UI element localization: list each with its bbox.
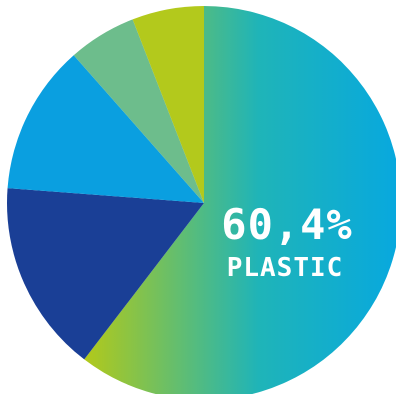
pie-slices (7, 5, 396, 394)
slice-name-label-plastic: PLASTIC (227, 253, 344, 283)
pie-slice-5 (132, 5, 204, 203)
pie-slice-4 (73, 19, 204, 203)
slice-value-label-plastic: 60,4% (221, 200, 352, 249)
pie-slice-3 (7, 55, 205, 204)
pie-slice-1 (84, 6, 396, 394)
pie-slice-2 (7, 188, 204, 360)
